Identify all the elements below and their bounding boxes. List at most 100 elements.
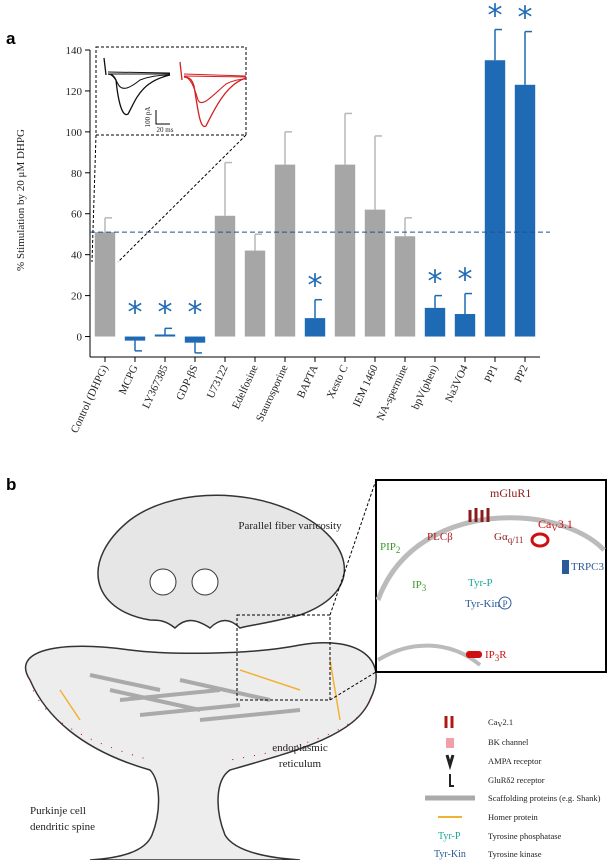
signaling-inset: mGluR1 PLCβ PIP2 Gαq/11 CaV3.1 TRPC3 IP3…: [375, 479, 607, 673]
legend-icon: [446, 738, 454, 748]
label: Parallel fiber varicosity: [238, 520, 342, 532]
legend-text: Tyr-Kin: [434, 849, 466, 860]
x-tick-label: LY367385: [140, 363, 171, 411]
inset-frame: [95, 46, 247, 136]
trace: [107, 73, 171, 89]
bar: [214, 215, 236, 337]
legend-text: GluRδ2 receptor: [488, 775, 545, 785]
spine-proteins: [29, 679, 371, 761]
label: CaV3.1: [538, 517, 573, 533]
zoom-line: [117, 134, 247, 263]
legend-text: Tyr-P: [438, 831, 461, 842]
x-tick-label: Edelfosine: [230, 363, 261, 411]
significance-star: *: [308, 269, 323, 304]
significance-star: *: [128, 295, 143, 330]
x-tick-label: Staurosporine: [254, 363, 291, 424]
label: P: [502, 599, 507, 609]
legend-text: Homer protein: [488, 812, 539, 822]
varicosity: [97, 494, 346, 630]
significance-star: *: [488, 0, 503, 34]
label: Gαq/11: [494, 531, 523, 545]
trpc3-icon: [562, 560, 569, 574]
significance-star: *: [428, 265, 443, 300]
label: Tyr-Kin: [465, 598, 501, 610]
dendritic-spine: [24, 642, 377, 860]
cav31-icon: [530, 532, 550, 548]
legend-text: V: [497, 721, 502, 729]
x-tick-label: IEM 1460: [351, 363, 381, 409]
significance-star: *: [188, 295, 203, 330]
scale-bar: [155, 110, 170, 125]
bar: [394, 236, 416, 337]
label: R: [499, 649, 507, 661]
synapse-diagram: Parallel fiber varicosity endoplasmic re…: [24, 479, 377, 860]
y-axis-label: % Stimulation by 20 μM DHPG: [15, 129, 27, 271]
label: reticulum: [279, 758, 322, 770]
trace: [103, 57, 171, 116]
y-tick-label: 120: [66, 86, 83, 98]
bar: [154, 334, 176, 337]
homer: [59, 659, 341, 721]
legend-text: Ca: [488, 717, 498, 727]
bar: [184, 336, 206, 343]
legend-text: 2.1: [503, 717, 514, 727]
significance-star: *: [518, 1, 533, 36]
label: 3.1: [558, 517, 573, 531]
legend-icon: [449, 774, 454, 787]
mglur1-icon: [468, 508, 490, 522]
bar: [304, 318, 326, 337]
legend-text: Scaffolding proteins (e.g. Shank): [488, 793, 601, 803]
legend-text: BK channel: [488, 737, 529, 747]
label: 3: [495, 653, 500, 663]
legend-icon: [445, 754, 455, 771]
y-tick-label: 100: [66, 127, 83, 139]
label: endoplasmic: [272, 742, 328, 754]
trace: [183, 73, 247, 78]
bar: [364, 209, 386, 337]
y-tick-label: 40: [71, 250, 83, 262]
legend: CaV2.1 BK channel AMPA receptor GluRδ2 r…: [425, 716, 601, 860]
legend-text: AMPA receptor: [488, 756, 541, 766]
trace: [179, 61, 247, 128]
y-tick-label: 0: [77, 332, 83, 344]
bar: [94, 232, 116, 337]
label: Ca: [538, 517, 552, 531]
x-tick-label: U73122: [205, 363, 231, 400]
x-tick-label: MCPG: [117, 363, 141, 396]
trace: [107, 71, 171, 75]
x-tick-label: GDP-βS: [174, 363, 201, 402]
significance-star: *: [158, 295, 173, 330]
inset-frame: [375, 479, 607, 673]
trace: [183, 76, 247, 104]
label: PIP2: [380, 541, 400, 555]
label: PIP: [380, 541, 396, 553]
zoom-line: [329, 479, 377, 616]
bar: [244, 250, 266, 337]
bar: [514, 84, 536, 337]
label: IP3R: [485, 649, 507, 663]
label: IP3: [412, 579, 427, 593]
bar: [274, 164, 296, 337]
significance-star: *: [458, 263, 473, 298]
x-tick-label: PP2: [512, 363, 530, 384]
x-tick-label: BAPTA: [295, 363, 321, 400]
scaffold: [89, 673, 301, 722]
zoom-line: [329, 671, 377, 701]
label: V: [551, 523, 558, 533]
bar: [454, 314, 476, 337]
legend-text: Tyrosine kinase: [488, 849, 542, 859]
bar: [484, 60, 506, 337]
label: IP: [485, 649, 495, 661]
vesicle: [149, 568, 177, 596]
label: TRPC3: [571, 561, 605, 573]
x-tick-label: Xesto C: [325, 363, 351, 400]
ip3r-icon: [466, 651, 482, 658]
label: 2: [396, 545, 401, 555]
bar: [424, 307, 446, 337]
x-tick-label: Na3VO4: [443, 363, 471, 405]
y-tick-label: 140: [66, 45, 83, 57]
label: Tyr-P: [468, 577, 493, 589]
vesicle: [191, 568, 219, 596]
scale-label: 20 ms: [157, 126, 174, 134]
